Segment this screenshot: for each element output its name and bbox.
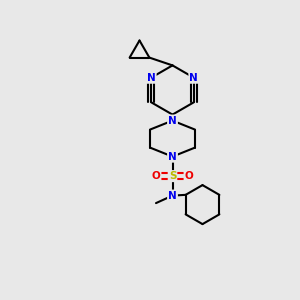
Text: N: N — [168, 116, 177, 126]
Text: S: S — [169, 171, 176, 181]
Text: O: O — [184, 171, 194, 181]
Text: O: O — [152, 171, 160, 181]
Text: N: N — [168, 152, 177, 162]
Text: N: N — [168, 190, 177, 201]
Text: N: N — [189, 73, 198, 83]
Text: N: N — [147, 73, 156, 83]
